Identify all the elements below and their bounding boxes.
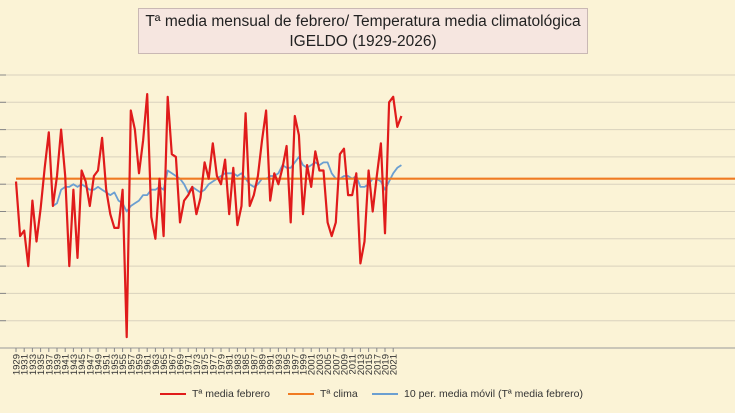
legend-label-clima: Tª clima: [320, 388, 358, 400]
x-tick-label-14: 1957: [126, 354, 137, 375]
x-tick-label-22: 1973: [192, 354, 203, 375]
legend-swatch-monthly: [160, 393, 186, 396]
x-tick-label-39: 2007: [331, 354, 342, 375]
x-tick-label-1: 1931: [20, 354, 31, 375]
x-tick-label-24: 1977: [208, 354, 219, 375]
x-tick-label-33: 1995: [282, 354, 293, 375]
x-tick-label-4: 1937: [44, 354, 55, 375]
x-tick-label-26: 1981: [225, 354, 236, 375]
legend-item-moving-average: 10 per. media móvil (Tª media febrero): [372, 388, 583, 400]
x-tick-label-42: 2013: [356, 354, 367, 375]
x-tick-label-6: 1941: [61, 354, 72, 375]
x-axis: 1929193119331935193719391941194319451947…: [12, 348, 400, 375]
x-tick-label-41: 2011: [348, 354, 359, 374]
chart-subtitle: IGELDO (1929-2026): [289, 33, 437, 50]
x-tick-label-13: 1955: [118, 354, 129, 375]
x-tick-label-45: 2019: [381, 354, 392, 375]
x-tick-label-28: 1985: [241, 354, 252, 375]
x-tick-label-46: 2021: [389, 354, 400, 375]
x-tick-label-2: 1933: [28, 354, 39, 375]
x-tick-label-18: 1965: [159, 354, 170, 375]
chart-title-box: Tª media mensual de febrero/ Temperatura…: [138, 8, 588, 54]
legend-item-clima: Tª clima: [288, 388, 358, 400]
x-tick-label-17: 1963: [151, 354, 162, 375]
x-tick-label-36: 2001: [307, 354, 318, 375]
legend-swatch-clima: [288, 393, 314, 396]
x-tick-label-40: 2009: [340, 354, 351, 375]
x-tick-label-11: 1951: [102, 354, 113, 375]
x-tick-label-5: 1939: [53, 354, 64, 375]
x-tick-label-32: 1993: [274, 354, 285, 375]
x-tick-label-35: 1999: [299, 354, 310, 375]
x-tick-label-3: 1935: [36, 354, 47, 375]
x-tick-label-9: 1947: [85, 354, 96, 375]
x-tick-label-21: 1971: [184, 354, 195, 375]
x-tick-label-44: 2017: [372, 354, 383, 375]
x-tick-label-27: 1983: [233, 354, 244, 375]
x-tick-label-37: 2003: [315, 354, 326, 375]
x-tick-label-15: 1959: [135, 354, 146, 375]
legend-label-moving-average: 10 per. media móvil (Tª media febrero): [404, 388, 583, 400]
x-tick-label-8: 1945: [77, 354, 88, 375]
x-tick-label-0: 1929: [12, 354, 23, 375]
x-tick-label-38: 2005: [323, 354, 334, 375]
x-tick-label-7: 1943: [69, 354, 80, 375]
series-line-0: [14, 93, 403, 339]
x-tick-label-10: 1949: [94, 354, 105, 375]
x-tick-label-31: 1991: [266, 354, 277, 375]
legend-item-monthly: Tª media febrero: [160, 388, 270, 400]
x-tick-label-12: 1953: [110, 354, 121, 375]
chart-title: Tª media mensual de febrero/ Temperatura…: [145, 13, 581, 30]
x-tick-label-16: 1961: [143, 354, 154, 375]
x-tick-label-29: 1987: [249, 354, 260, 375]
legend-swatch-moving-average: [372, 393, 398, 396]
x-tick-label-43: 2015: [364, 354, 375, 375]
x-tick-label-19: 1967: [167, 354, 178, 375]
x-tick-label-23: 1975: [200, 354, 211, 375]
x-tick-label-30: 1989: [258, 354, 269, 375]
x-tick-label-25: 1979: [217, 354, 228, 375]
x-tick-label-34: 1997: [290, 354, 301, 375]
series-layer: [14, 93, 735, 339]
x-tick-label-20: 1969: [176, 354, 187, 375]
legend-label-monthly: Tª media febrero: [192, 388, 271, 400]
